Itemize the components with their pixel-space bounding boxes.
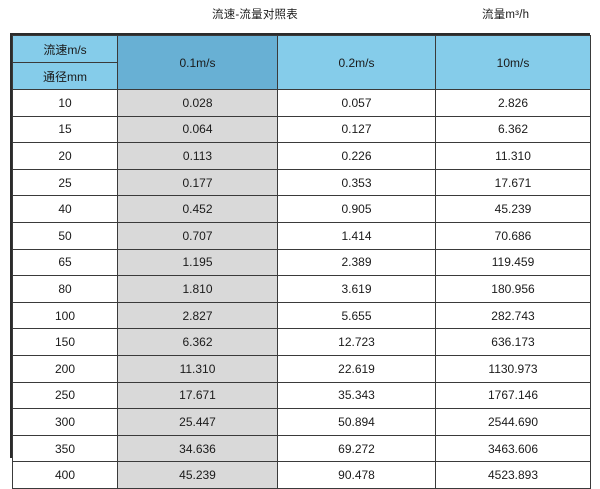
cell-flow-0.2ms: 69.272: [277, 434, 436, 463]
cell-flow-0.1ms: 0.028: [117, 89, 278, 117]
cell-flow-10ms: 119.459: [435, 248, 591, 277]
cell-flow-0.1ms: 1.195: [117, 248, 278, 277]
cell-diameter: 150: [12, 328, 118, 356]
table-row: 20 0.113 0.226 11.310: [12, 142, 591, 170]
table-row: 15 0.064 0.127 6.362: [12, 115, 591, 144]
table-row: 250 17.671 35.343 1767.146: [12, 381, 591, 410]
cell-flow-0.2ms: 3.619: [277, 275, 436, 303]
flow-comparison-table: 流速m/s 0.1m/s 0.2m/s 10m/s 通径mm 10 0.028 …: [10, 33, 591, 489]
table-row: 80 1.810 3.619 180.956: [12, 275, 591, 303]
cell-flow-0.2ms: 0.905: [277, 195, 436, 223]
cell-diameter: 300: [12, 408, 118, 436]
cell-flow-0.1ms: 0.707: [117, 221, 278, 250]
cell-flow-0.2ms: 2.389: [277, 248, 436, 277]
table-row: 100 2.827 5.655 282.743: [12, 301, 591, 330]
cell-diameter: 25: [12, 168, 118, 197]
cell-flow-0.2ms: 35.343: [277, 381, 436, 410]
cell-flow-10ms: 180.956: [435, 275, 591, 303]
header-col-0.1ms: 0.1m/s: [117, 35, 278, 90]
header-velocity-label: 流速m/s: [12, 35, 118, 63]
cell-flow-0.1ms: 0.452: [117, 195, 278, 223]
cell-diameter: 350: [12, 434, 118, 463]
cell-flow-0.1ms: 11.310: [117, 354, 278, 383]
cell-diameter: 50: [12, 221, 118, 250]
header-row-bottom: 通径mm: [12, 62, 591, 90]
cell-diameter: 10: [12, 89, 118, 117]
table-row: 65 1.195 2.389 119.459: [12, 248, 591, 277]
cell-flow-0.2ms: 12.723: [277, 328, 436, 356]
header-col-10ms: 10m/s: [435, 35, 591, 90]
cell-diameter: 100: [12, 301, 118, 330]
header-row-top: 流速m/s 0.1m/s 0.2m/s 10m/s: [12, 35, 591, 90]
cell-flow-0.1ms: 1.810: [117, 275, 278, 303]
cell-diameter: 65: [12, 248, 118, 277]
cell-flow-10ms: 17.671: [435, 168, 591, 197]
cell-flow-10ms: 636.173: [435, 328, 591, 356]
caption-row: 流速-流量对照表 流量m³/h: [0, 0, 600, 32]
table-row: 40 0.452 0.905 45.239: [12, 195, 591, 223]
cell-flow-0.2ms: 22.619: [277, 354, 436, 383]
unit-title: 流量m³/h: [482, 9, 530, 21]
cell-flow-0.1ms: 0.064: [117, 115, 278, 144]
cell-flow-10ms: 70.686: [435, 221, 591, 250]
cell-flow-0.1ms: 34.636: [117, 434, 278, 463]
cell-flow-10ms: 3463.606: [435, 434, 591, 463]
cell-flow-0.2ms: 1.414: [277, 221, 436, 250]
table-row: 350 34.636 69.272 3463.606: [12, 434, 591, 463]
table-grid: 流速m/s 0.1m/s 0.2m/s 10m/s 通径mm 10 0.028 …: [12, 35, 591, 489]
cell-flow-10ms: 45.239: [435, 195, 591, 223]
header-col-0.2ms: 0.2m/s: [277, 35, 436, 90]
cell-flow-0.1ms: 25.447: [117, 408, 278, 436]
cell-diameter: 15: [12, 115, 118, 144]
table-row: 25 0.177 0.353 17.671: [12, 168, 591, 197]
table-row: 10 0.028 0.057 2.826: [12, 89, 591, 117]
cell-flow-10ms: 282.743: [435, 301, 591, 330]
page-title: 流速-流量对照表: [212, 9, 298, 21]
cell-flow-10ms: 11.310: [435, 142, 591, 170]
header-diameter-label: 通径mm: [12, 62, 118, 90]
cell-flow-0.1ms: 0.177: [117, 168, 278, 197]
table-row: 50 0.707 1.414 70.686: [12, 221, 591, 250]
cell-flow-0.2ms: 0.127: [277, 115, 436, 144]
cell-diameter: 20: [12, 142, 118, 170]
table-body: 流速m/s 0.1m/s 0.2m/s 10m/s 通径mm 10 0.028 …: [12, 35, 591, 489]
table-row: 300 25.447 50.894 2544.690: [12, 408, 591, 436]
cell-flow-0.2ms: 0.353: [277, 168, 436, 197]
cell-diameter: 250: [12, 381, 118, 410]
cell-flow-0.2ms: 0.057: [277, 89, 436, 117]
cell-flow-10ms: 2.826: [435, 89, 591, 117]
table-row: 150 6.362 12.723 636.173: [12, 328, 591, 356]
cell-flow-0.1ms: 2.827: [117, 301, 278, 330]
cell-diameter: 80: [12, 275, 118, 303]
cell-flow-0.1ms: 17.671: [117, 381, 278, 410]
cell-flow-10ms: 6.362: [435, 115, 591, 144]
cell-flow-10ms: 2544.690: [435, 408, 591, 436]
cell-diameter: 200: [12, 354, 118, 383]
cell-flow-10ms: 1130.973: [435, 354, 591, 383]
table-row: 200 11.310 22.619 1130.973: [12, 354, 591, 383]
cell-diameter: 40: [12, 195, 118, 223]
cell-flow-0.1ms: 6.362: [117, 328, 278, 356]
cell-flow-0.2ms: 0.226: [277, 142, 436, 170]
cell-flow-0.2ms: 50.894: [277, 408, 436, 436]
cell-flow-0.2ms: 5.655: [277, 301, 436, 330]
cell-flow-10ms: 1767.146: [435, 381, 591, 410]
cell-flow-0.1ms: 0.113: [117, 142, 278, 170]
